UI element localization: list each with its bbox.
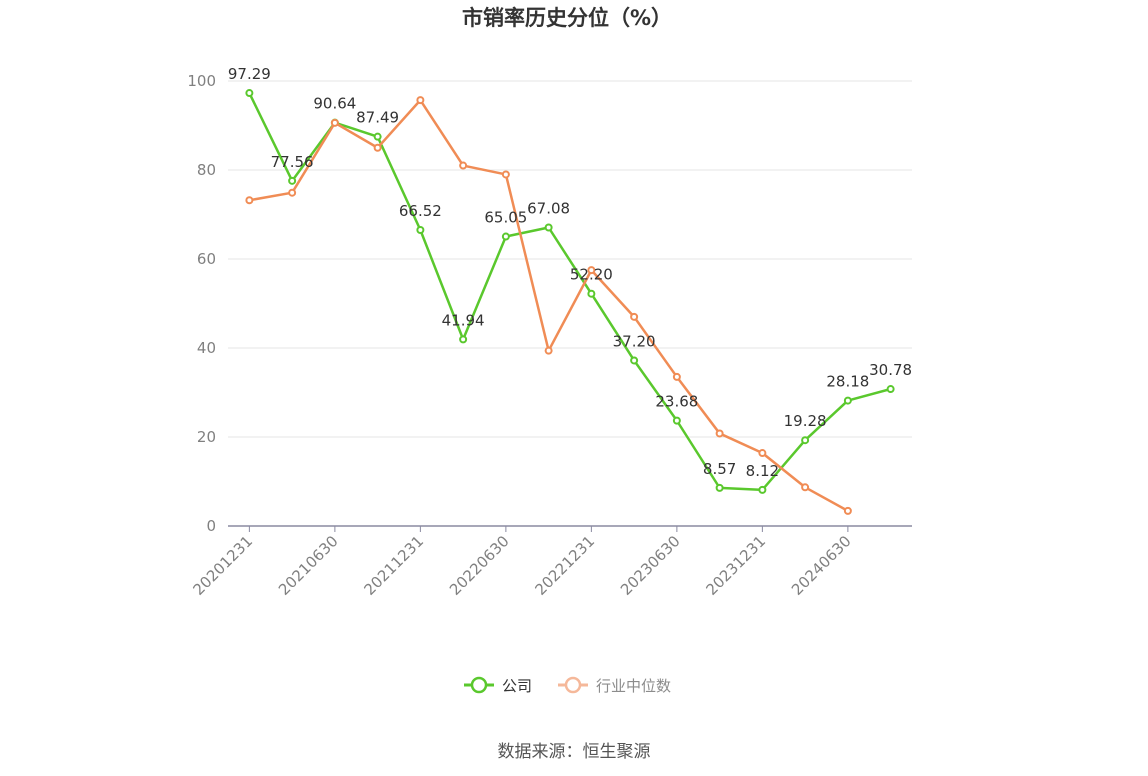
data-label: 28.18 xyxy=(826,373,869,391)
x-tick-label: 20210630 xyxy=(275,532,342,599)
data-label: 8.57 xyxy=(703,460,736,478)
data-label: 19.28 xyxy=(784,412,827,430)
data-label: 30.78 xyxy=(869,361,912,379)
series-line-2 xyxy=(249,98,849,512)
data-label: 90.64 xyxy=(313,95,356,113)
data-label: 41.94 xyxy=(442,311,485,329)
source-text: 数据来源：恒生聚源 xyxy=(498,742,651,762)
legend[interactable]: 公司 行业中位数 xyxy=(464,676,671,695)
series-1-point xyxy=(672,416,681,425)
data-label: 37.20 xyxy=(613,332,656,350)
data-label: 67.08 xyxy=(527,199,570,217)
legend-label-1: 公司 xyxy=(502,677,532,695)
series-1-point xyxy=(373,132,382,141)
data-label: 8.12 xyxy=(746,462,779,480)
data-label: 52.20 xyxy=(570,266,613,284)
series-1-point xyxy=(843,396,852,405)
series-2-point xyxy=(288,188,297,197)
series-1-point xyxy=(630,356,639,365)
x-tick-label: 20230630 xyxy=(617,532,684,599)
data-label: 23.68 xyxy=(655,393,698,411)
series-2-point xyxy=(758,449,767,458)
y-tick-label: 80 xyxy=(197,161,216,179)
y-tick-label: 100 xyxy=(187,72,216,90)
y-tick-label: 0 xyxy=(206,517,216,535)
series-line-1 xyxy=(248,92,891,492)
series-1-point xyxy=(801,436,810,445)
series-2-point xyxy=(544,346,553,355)
series-2-point xyxy=(587,266,596,275)
legend-label-2: 行业中位数 xyxy=(596,677,671,695)
series-1-point xyxy=(245,89,254,98)
x-tick-label: 20240630 xyxy=(788,532,855,599)
y-tick-label: 20 xyxy=(197,428,216,446)
series-2-point xyxy=(373,143,382,152)
series-2-point xyxy=(672,372,681,381)
data-label: 66.52 xyxy=(399,202,442,220)
x-tick-label: 20201231 xyxy=(189,532,256,599)
series-1-point xyxy=(544,223,553,232)
series-2-point xyxy=(501,170,510,179)
x-tick-label: 20220630 xyxy=(446,532,513,599)
x-tick-label: 20231231 xyxy=(702,532,769,599)
series-1-point xyxy=(715,483,724,492)
data-label: 65.05 xyxy=(484,209,527,227)
series-2-point xyxy=(843,506,852,515)
y-tick-label: 40 xyxy=(197,339,216,357)
legend-marker-2 xyxy=(564,676,582,694)
chart-title: 市销率历史分位（%） xyxy=(462,6,672,30)
legend-marker-1 xyxy=(470,676,488,694)
series-1-point xyxy=(587,289,596,298)
data-label: 87.49 xyxy=(356,109,399,127)
series-1-point xyxy=(288,176,297,185)
data-label: 77.56 xyxy=(271,153,314,171)
series-1-point xyxy=(758,485,767,494)
series-2-point xyxy=(245,196,254,205)
series-2-point xyxy=(801,483,810,492)
x-tick-label: 20221231 xyxy=(531,532,598,599)
axes: 0 20 40 60 80 100 20201231 20210630 20211231 2022… xyxy=(187,72,912,599)
series-2-point xyxy=(459,161,468,170)
series-1-point xyxy=(886,385,895,394)
series xyxy=(245,89,895,515)
y-tick-label: 60 xyxy=(197,250,216,268)
series-2-point xyxy=(715,429,724,438)
series-2-point xyxy=(416,96,425,105)
data-label: 97.29 xyxy=(228,65,271,83)
series-1-point xyxy=(501,232,510,241)
series-1-point xyxy=(459,335,468,344)
series-1-point xyxy=(416,225,425,234)
series-2-point xyxy=(330,118,339,127)
x-tick-label: 20211231 xyxy=(360,532,427,599)
series-2-point xyxy=(630,312,639,321)
